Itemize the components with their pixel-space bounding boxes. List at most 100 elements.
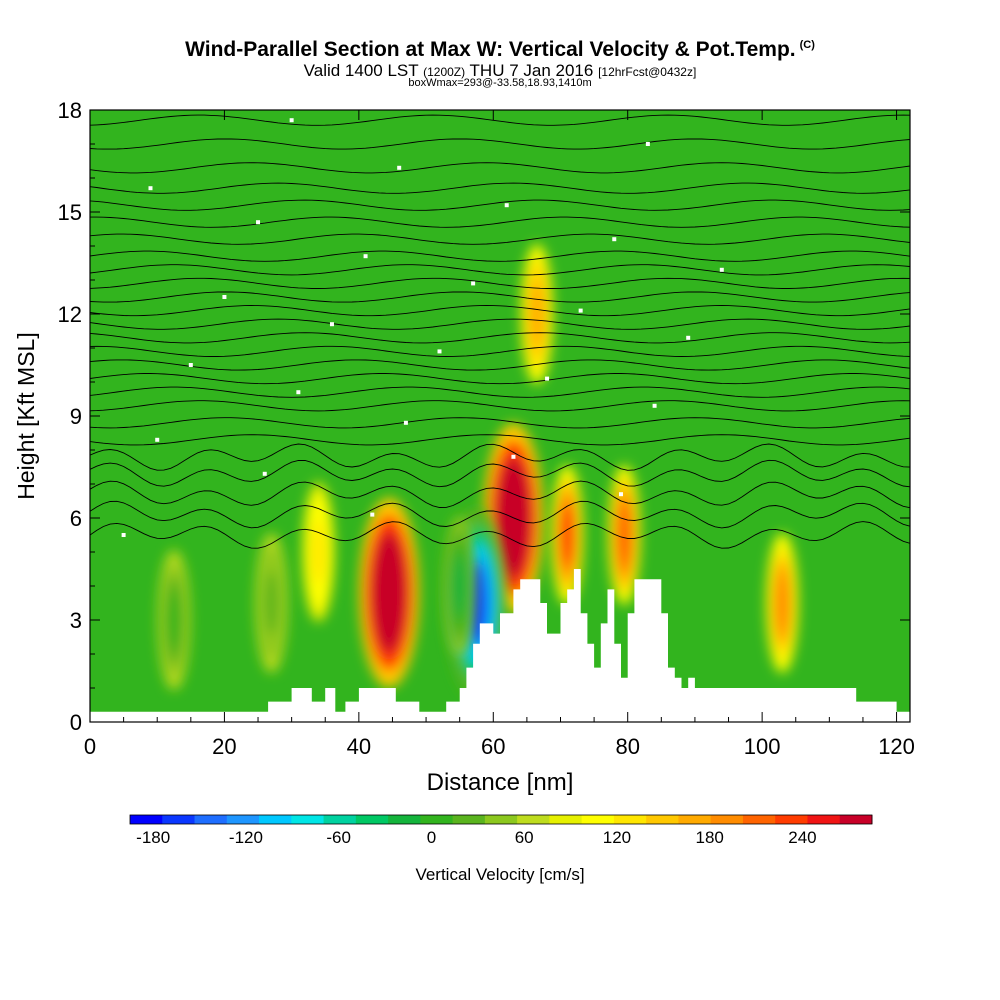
colorbar-swatch [194, 815, 228, 824]
isotherm-line [90, 434, 910, 446]
isotherm-line [90, 318, 910, 330]
valid-time: Valid 1400 LST [303, 61, 419, 80]
colorbar-swatch [742, 815, 776, 824]
isotherm-line [90, 305, 910, 317]
valid-time-line: Valid 1400 LST (1200Z) THU 7 Jan 2016 [1… [0, 61, 1000, 81]
x-axis: 0 20 40 60 80 100 120 [84, 110, 915, 759]
x-axis-label: Distance [nm] [427, 769, 574, 796]
isotherm-label-marker [289, 118, 294, 123]
velocity-contour [377, 549, 402, 637]
velocity-cell [158, 550, 191, 690]
x-tick-label: 40 [347, 734, 371, 759]
colorbar-swatch [678, 815, 712, 824]
colorbar-swatch [323, 815, 357, 824]
isotherm-label-marker [155, 437, 160, 442]
colorbar-tick-label: 180 [696, 828, 724, 847]
colorbar-frame [129, 814, 873, 825]
isotherm-line [90, 443, 910, 471]
chart-title-text: Wind-Parallel Section at Max W: Vertical… [185, 38, 796, 61]
y-tick-label: 12 [58, 302, 82, 327]
colorbar-tick-label: -120 [229, 828, 263, 847]
isotherm-label-marker [188, 363, 193, 367]
colorbar-swatch [775, 815, 808, 824]
velocity-contour [312, 519, 325, 585]
colorbar-swatch [613, 815, 647, 824]
isotherm-label-marker [256, 220, 261, 225]
isotherm-line [90, 386, 910, 398]
colorbar-label: Vertical Velocity [cm/s] [415, 865, 584, 884]
isotherm-line [90, 345, 910, 357]
plot-area: 0 20 40 60 80 100 120 0 3 6 9 12 15 18 [58, 98, 915, 759]
isotherm-label-marker [618, 492, 623, 497]
isotherm-line [90, 182, 910, 194]
isotherm-label-marker [363, 254, 368, 259]
isotherm-label-marker [121, 533, 126, 537]
valid-date: THU 7 Jan 2016 [469, 61, 594, 80]
valid-time-utc: (1200Z) [423, 65, 466, 79]
colorbar-swatch [420, 815, 454, 824]
x-tick-label: 80 [615, 734, 639, 759]
isotherm-label-marker [612, 237, 617, 242]
velocity-cell [551, 465, 584, 605]
x-tick-label: 0 [84, 734, 96, 759]
colorbar-swatch [646, 815, 679, 824]
colorbar-swatch [581, 815, 615, 824]
isotherm-label-marker [504, 203, 509, 208]
colorbar-swatch [355, 815, 389, 824]
colorbar-swatch [388, 815, 421, 824]
isotherm-line [90, 480, 910, 509]
isotherm-line [90, 417, 910, 429]
colorbar-swatch [259, 815, 292, 824]
isotherm-label-marker [511, 454, 516, 459]
velocity-cell [766, 533, 799, 673]
isotherm-line [90, 216, 910, 228]
isotherm-line [90, 332, 910, 344]
velocity-contour [265, 570, 278, 636]
colorbar-swatch [452, 815, 486, 824]
colorbar-swatch [130, 815, 163, 824]
terrain [90, 569, 910, 722]
y-axis: 0 3 6 9 12 15 18 [58, 98, 910, 735]
isotherm-line [90, 500, 910, 529]
velocity-contour [530, 281, 544, 347]
velocity-cell [520, 244, 553, 384]
velocity-contour [560, 502, 574, 568]
isotherm-line [90, 138, 910, 150]
colorbar-swatch [226, 815, 260, 824]
colorbar-tick-label: 60 [515, 828, 534, 847]
isotherm-line [90, 277, 910, 289]
isotherm-label-marker [645, 142, 650, 146]
velocity-cell [443, 516, 476, 656]
isotherm-line [90, 400, 910, 412]
isotherm-label-marker [652, 403, 657, 408]
isotherm-line [90, 250, 910, 262]
isotherm-line [90, 459, 910, 488]
y-tick-label: 15 [58, 200, 82, 225]
isotherm-line [90, 233, 910, 245]
isotherm-label-marker [397, 165, 402, 170]
y-tick-label: 0 [70, 710, 82, 735]
y-axis-label: Height [Kft MSL] [13, 332, 39, 499]
box-wmax-note: boxWmax=293@-33.58,18.93,1410m [408, 77, 592, 89]
isotherm-label-marker [437, 349, 442, 354]
isotherm-label-marker [329, 322, 334, 327]
colorbar-tick-label: -60 [326, 828, 351, 847]
isotherm-line [90, 199, 910, 211]
isotherms [90, 114, 910, 549]
isotherm-label-marker [403, 420, 408, 425]
colorbar-swatch [807, 815, 841, 824]
x-tick-label: 120 [878, 734, 915, 759]
velocity-contour [617, 502, 631, 568]
isotherm-label-marker [686, 335, 691, 340]
isotherm-line [90, 114, 910, 126]
y-tick-label: 18 [58, 98, 82, 123]
colorbar-swatch [839, 815, 873, 824]
colorbar-swatch [162, 815, 196, 824]
colorbar-tick-label: 0 [427, 828, 436, 847]
chart-title: Wind-Parallel Section at Max W: Vertical… [0, 38, 1000, 62]
velocity-contour [453, 553, 467, 619]
isotherm-label-marker [222, 295, 227, 299]
x-tick-label: 20 [212, 734, 236, 759]
velocity-contour [775, 570, 789, 636]
